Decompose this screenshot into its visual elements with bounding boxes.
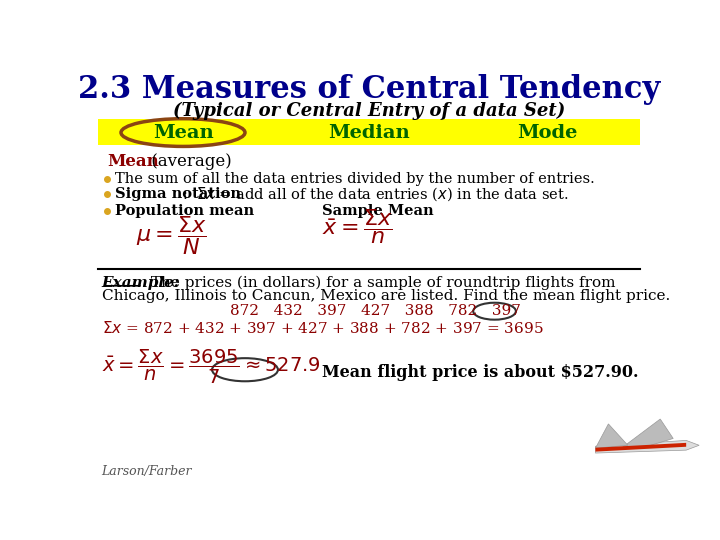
Text: The sum of all the data entries divided by the number of entries.: The sum of all the data entries divided … [114, 172, 595, 186]
Ellipse shape [602, 460, 680, 485]
Text: Sample Mean: Sample Mean [323, 204, 434, 218]
Text: 2.3 Measures of Central Tendency: 2.3 Measures of Central Tendency [78, 74, 660, 105]
Text: Mean: Mean [153, 124, 213, 141]
Polygon shape [595, 424, 628, 448]
Text: Median: Median [328, 124, 410, 141]
Text: $\Sigma x$ = 872 + 432 + 397 + 427 + 388 + 782 + 397 = 3695: $\Sigma x$ = 872 + 432 + 397 + 427 + 388… [102, 320, 543, 336]
FancyBboxPatch shape [98, 119, 640, 145]
Text: 872   432   397   427   388   782   397: 872 432 397 427 388 782 397 [230, 304, 521, 318]
Text: Chicago, Illinois to Cancun, Mexico are listed. Find the mean flight price.: Chicago, Illinois to Cancun, Mexico are … [102, 289, 670, 303]
Text: :  $\Sigma x$ = add all of the data entries ($x$) in the data set.: : $\Sigma x$ = add all of the data entri… [182, 185, 569, 203]
Text: Population mean: Population mean [114, 204, 254, 218]
Text: $\bar{x} = \dfrac{\Sigma x}{n}$: $\bar{x} = \dfrac{\Sigma x}{n}$ [323, 207, 393, 246]
Text: Example:: Example: [102, 276, 180, 289]
Text: Mean flight price is about $527.90.: Mean flight price is about $527.90. [323, 364, 639, 381]
Text: Mean: Mean [107, 152, 159, 170]
Polygon shape [595, 443, 686, 451]
Ellipse shape [660, 470, 699, 485]
Text: Sigma notation: Sigma notation [114, 187, 240, 201]
Text: 16: 16 [617, 464, 636, 478]
Ellipse shape [582, 467, 621, 484]
Text: (Typical or Central Entry of a data Set): (Typical or Central Entry of a data Set) [173, 102, 565, 120]
Polygon shape [595, 441, 699, 453]
Text: $\mu = \dfrac{\Sigma x}{N}$: $\mu = \dfrac{\Sigma x}{N}$ [137, 214, 207, 257]
Text: $\bar{x} = \dfrac{\Sigma x}{n} = \dfrac{3695}{7} \approx 527.9$: $\bar{x} = \dfrac{\Sigma x}{n} = \dfrac{… [102, 348, 320, 387]
Text: The prices (in dollars) for a sample of roundtrip flights from: The prices (in dollars) for a sample of … [145, 275, 616, 290]
Text: Larson/Farber: Larson/Farber [102, 465, 192, 478]
Text: Mode: Mode [517, 124, 577, 141]
Text: (average): (average) [145, 152, 232, 170]
Polygon shape [621, 419, 673, 448]
